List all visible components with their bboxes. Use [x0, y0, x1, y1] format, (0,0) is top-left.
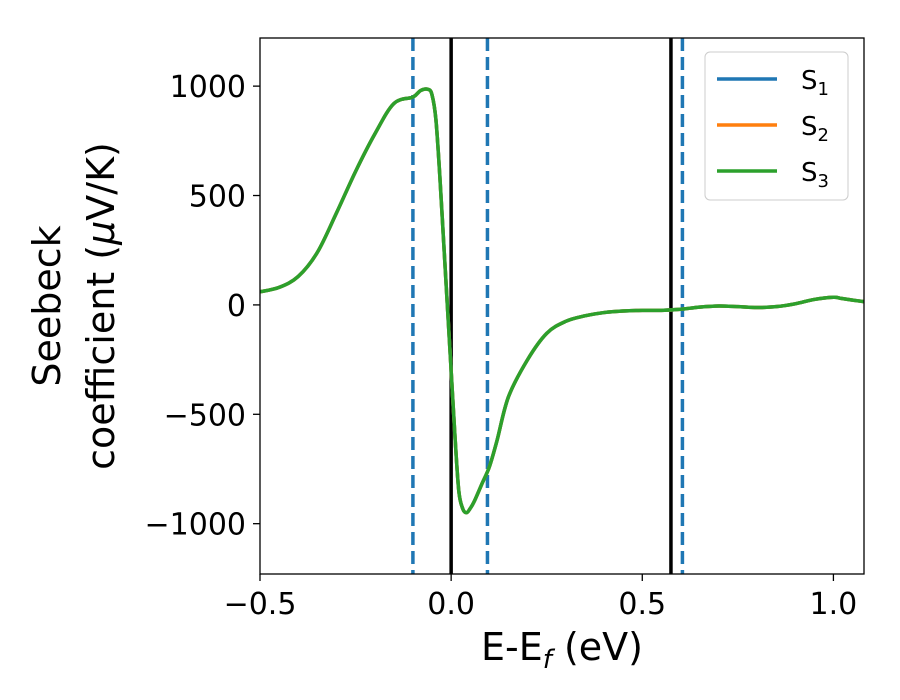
x-axis-title-unit: (eV)	[552, 625, 643, 669]
legend-label-1: S1	[801, 66, 829, 100]
series-lines	[260, 87, 864, 515]
legend: S1 S2 S3	[704, 51, 849, 201]
y-axis: 1000 500 0 −500 −1000	[145, 70, 260, 543]
x-tick-label: 0.0	[427, 587, 475, 622]
legend-label-2: S2	[801, 112, 829, 146]
series-line-3	[260, 87, 864, 515]
y-axis-title-prefix: coefficient (	[79, 245, 123, 470]
legend-items: S1 S2 S3	[717, 66, 829, 192]
y-tick-label: 500	[189, 180, 246, 215]
y-tick-label: 1000	[170, 70, 246, 105]
plot-area	[260, 38, 864, 574]
y-tick-label: 0	[227, 289, 246, 324]
x-tick-label: −0.5	[224, 587, 297, 622]
y-axis-title-mu: μ	[79, 221, 123, 246]
y-axis-title: Seebeck coefficient (μV/K)	[25, 142, 123, 470]
y-axis-title-line1: Seebeck	[25, 225, 69, 386]
x-tick-label: 1.0	[810, 587, 858, 622]
y-axis-title-unit: V/K)	[79, 142, 123, 221]
x-axis-title: E-Ef (eV)	[481, 625, 643, 675]
y-axis-title-line2: coefficient (μV/K)	[79, 142, 123, 470]
y-tick-label: −1000	[145, 508, 246, 543]
x-axis-title-main: E-E	[481, 625, 543, 669]
legend-label-3: S3	[801, 158, 829, 192]
x-tick-label: 0.5	[618, 587, 666, 622]
x-axis: −0.5 0.0 0.5 1.0	[224, 574, 858, 622]
plot-frame	[259, 37, 865, 575]
vertical-reference-lines	[411, 38, 685, 574]
y-tick-label: −500	[164, 398, 246, 433]
